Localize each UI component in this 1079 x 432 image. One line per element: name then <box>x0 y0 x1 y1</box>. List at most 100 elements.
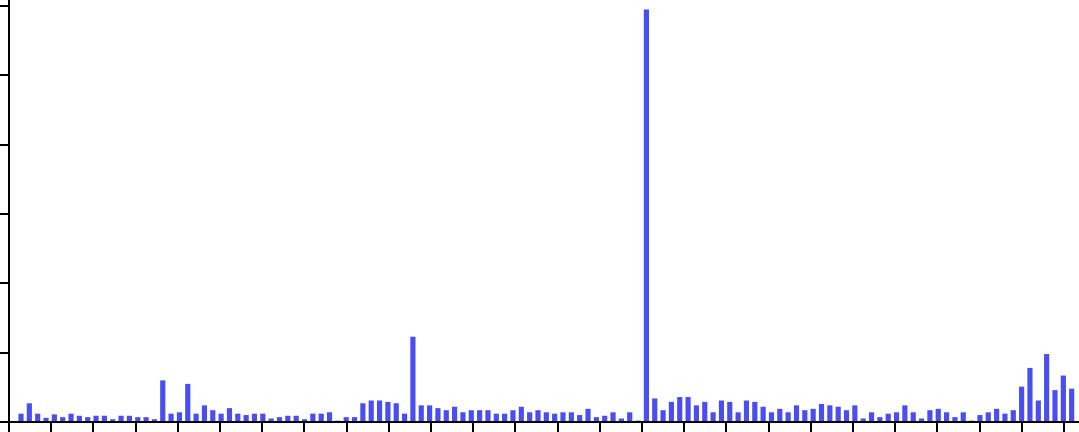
bar <box>568 412 574 421</box>
bar <box>201 405 208 421</box>
bar <box>510 410 516 421</box>
bar <box>652 398 658 421</box>
bar <box>827 405 833 421</box>
bar <box>643 9 649 421</box>
bar <box>835 406 841 421</box>
bar <box>1052 390 1058 421</box>
bar <box>360 403 366 421</box>
bar <box>685 397 691 421</box>
bar <box>860 418 866 421</box>
bar <box>760 406 766 421</box>
bar <box>268 418 274 421</box>
y-axis <box>0 0 10 423</box>
bar <box>301 419 308 421</box>
bar <box>668 401 674 421</box>
bar <box>43 417 49 421</box>
bar <box>902 405 908 421</box>
bar <box>460 412 466 421</box>
bar <box>293 415 299 421</box>
bar <box>60 417 66 421</box>
bar <box>660 410 666 421</box>
bar <box>868 412 875 421</box>
bar <box>101 415 107 421</box>
bar <box>110 419 116 421</box>
x-axis <box>0 421 1079 432</box>
bar <box>877 417 883 421</box>
bar <box>693 405 700 421</box>
bar <box>260 413 266 421</box>
bar <box>910 412 916 421</box>
bar <box>485 410 491 421</box>
bar <box>410 336 416 421</box>
bar <box>135 417 141 421</box>
bar <box>710 412 716 421</box>
bar <box>393 403 399 421</box>
bar <box>543 412 549 421</box>
bar <box>602 415 608 421</box>
bar <box>552 413 558 421</box>
bar <box>435 408 441 421</box>
bar <box>126 415 132 421</box>
bar <box>727 401 733 421</box>
bar-series <box>18 9 1075 421</box>
bar <box>560 412 566 421</box>
bar <box>610 412 616 421</box>
bar <box>210 410 216 421</box>
bar <box>401 413 408 421</box>
bar <box>627 412 633 421</box>
bar <box>285 415 291 421</box>
bar <box>477 410 483 421</box>
bar <box>1044 354 1050 421</box>
bar <box>376 400 383 421</box>
bar <box>193 413 199 421</box>
bar <box>251 413 258 421</box>
bar <box>994 408 1000 421</box>
bar <box>276 417 283 421</box>
bar <box>160 380 166 421</box>
bar <box>752 401 758 421</box>
bar <box>168 413 174 421</box>
bar <box>585 408 591 421</box>
bar <box>226 408 233 421</box>
bar <box>26 403 32 421</box>
bar <box>318 413 324 421</box>
bar <box>802 410 808 421</box>
bar <box>818 403 825 421</box>
bar <box>310 413 316 421</box>
bar <box>885 413 891 421</box>
bar <box>51 414 57 421</box>
bar <box>351 417 358 421</box>
bar <box>852 405 858 421</box>
bar <box>735 412 741 421</box>
bar <box>577 415 583 421</box>
bar <box>918 418 925 421</box>
bar <box>343 417 349 421</box>
bar <box>927 410 933 421</box>
bar <box>85 417 91 421</box>
bar <box>326 412 333 421</box>
bar <box>593 417 599 421</box>
bar <box>1010 410 1016 421</box>
bar <box>493 413 499 421</box>
bar <box>218 413 224 421</box>
bar <box>952 417 958 421</box>
bar <box>718 400 725 421</box>
bar <box>702 401 708 421</box>
bar <box>468 410 474 421</box>
bar <box>977 415 983 421</box>
bar <box>1035 400 1041 421</box>
bar <box>618 418 624 421</box>
bar <box>777 408 783 421</box>
bar <box>893 412 900 421</box>
bar <box>368 400 374 421</box>
bar <box>176 412 183 421</box>
bar <box>535 410 541 421</box>
bar <box>385 401 391 421</box>
bar <box>18 413 24 421</box>
bar <box>743 400 750 421</box>
bar <box>677 397 683 421</box>
bar <box>452 406 458 421</box>
bar <box>235 413 241 421</box>
bar <box>418 405 424 421</box>
